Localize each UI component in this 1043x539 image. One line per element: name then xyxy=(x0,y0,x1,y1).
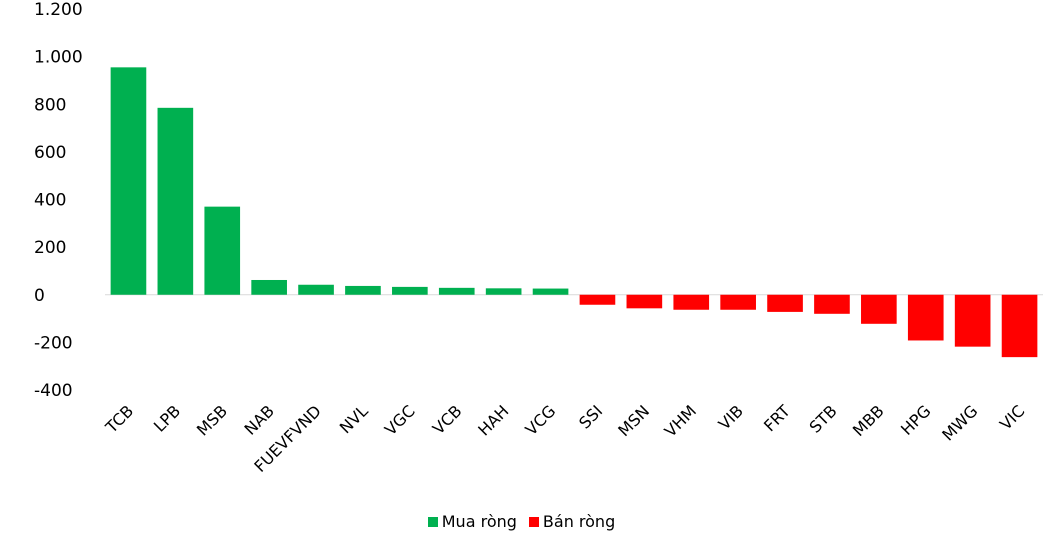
y-tick-label: 400 xyxy=(34,191,66,211)
bar-msb xyxy=(204,206,241,295)
bar-vhm xyxy=(673,294,710,310)
bar-msn xyxy=(626,294,663,309)
y-axis-tick-labels: -400 -200 0 200 400 600 800 1.000 1.200 xyxy=(34,0,83,401)
bar-mwg xyxy=(954,294,991,347)
x-tick-label: HAH xyxy=(474,401,512,439)
x-tick-label: MWG xyxy=(938,401,981,444)
bar-hah xyxy=(485,288,522,295)
legend-item-sell: Bán ròng xyxy=(528,512,616,531)
y-tick-label: 200 xyxy=(34,238,66,258)
bar-nab xyxy=(251,279,287,295)
bar-lpb xyxy=(157,107,194,295)
bar-tcb xyxy=(110,67,147,295)
bar-frt xyxy=(767,294,803,312)
legend-label-sell: Bán ròng xyxy=(542,512,616,531)
x-tick-label: VCB xyxy=(429,401,466,438)
bar-vib xyxy=(720,294,756,310)
x-tick-label: FRT xyxy=(760,401,794,435)
bar-hpg xyxy=(907,294,944,341)
y-tick-label: -400 xyxy=(34,381,73,401)
x-tick-label: VIC xyxy=(996,401,1028,433)
bar-vic xyxy=(1001,294,1038,358)
x-tick-label: VGC xyxy=(381,401,419,439)
x-tick-label: MSB xyxy=(193,401,231,439)
x-tick-label: NVL xyxy=(336,401,372,437)
x-tick-label: VHM xyxy=(661,401,700,440)
bar-vcb xyxy=(438,287,475,295)
legend-swatch-buy xyxy=(427,516,438,527)
bar-vgc xyxy=(392,286,428,295)
x-tick-label: MBB xyxy=(849,401,888,440)
y-tick-label: 1.200 xyxy=(34,0,83,20)
y-tick-label: 600 xyxy=(34,143,66,163)
bar-mbb xyxy=(861,294,897,324)
y-tick-label: -200 xyxy=(34,333,73,353)
bar-stb xyxy=(814,294,850,314)
bar-ssi xyxy=(579,294,616,305)
x-tick-label: LPB xyxy=(150,401,184,435)
y-tick-label: 800 xyxy=(34,95,66,115)
legend: Mua ròng Bán ròng xyxy=(0,512,1043,531)
y-tick-label: 0 xyxy=(34,286,45,306)
y-tick-label: 1.000 xyxy=(34,48,83,68)
x-tick-label: STB xyxy=(805,401,840,436)
bars-group xyxy=(110,67,1038,358)
bar-vcg xyxy=(532,288,569,295)
x-tick-label: VCG xyxy=(522,401,560,439)
x-tick-label: MSN xyxy=(614,401,653,440)
x-tick-label: HPG xyxy=(897,401,935,439)
legend-item-buy: Mua ròng xyxy=(427,512,517,531)
legend-label-buy: Mua ròng xyxy=(441,512,517,531)
x-tick-label: NAB xyxy=(241,401,278,438)
bar-fuevfvnd xyxy=(298,284,334,295)
x-tick-label: TCB xyxy=(101,401,137,437)
x-tick-label: SSI xyxy=(575,401,606,432)
x-tick-label: VIB xyxy=(715,401,747,433)
legend-swatch-sell xyxy=(528,516,539,527)
bar-nvl xyxy=(345,285,381,295)
